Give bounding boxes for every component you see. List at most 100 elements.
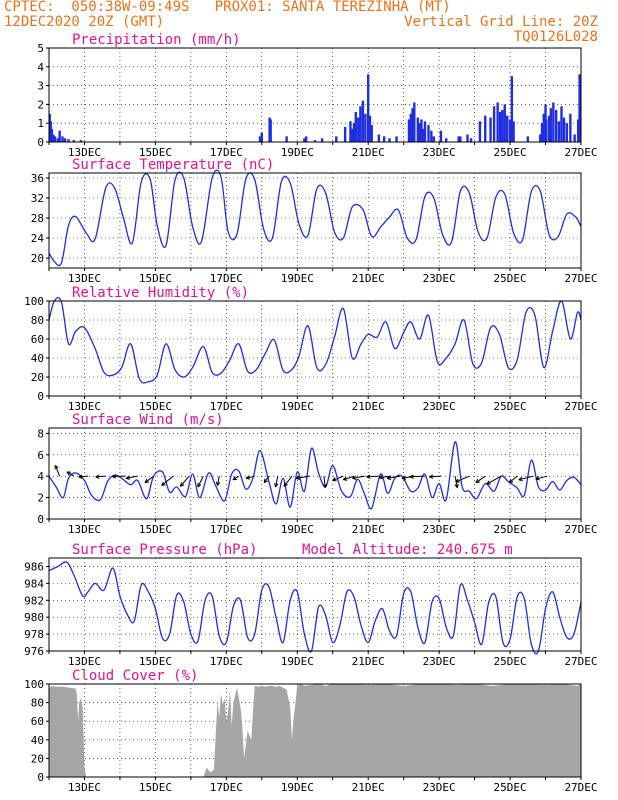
y-tick-label: 3 <box>37 80 44 93</box>
wind-arrow-head <box>283 484 288 487</box>
wind-arrow-head <box>217 482 221 486</box>
precipitation-bar <box>395 136 398 142</box>
panel-title: Surface Pressure (hPa) <box>72 542 257 558</box>
wind-arrow <box>54 465 61 477</box>
wind-arrow <box>232 475 240 481</box>
precipitation-bar <box>554 110 558 142</box>
x-tick-label: 15DEC <box>139 781 172 794</box>
wind-arrow-head <box>378 475 383 479</box>
y-tick-label: 8 <box>37 427 44 440</box>
wind-arrow-head <box>409 474 414 478</box>
wind-arrow <box>332 475 344 482</box>
y-tick-label: 978 <box>24 628 44 641</box>
x-tick-label: 19DEC <box>281 146 314 159</box>
wind-arrow <box>263 475 270 484</box>
precipitation-bar <box>542 113 545 142</box>
precipitation-bar <box>565 123 569 142</box>
wind-arrow-head <box>295 477 300 480</box>
y-tick-label: 6 <box>37 449 44 462</box>
wind-arrow-head <box>429 474 434 478</box>
y-tick-label: 0 <box>37 513 44 526</box>
panel-pressure: 976 978 980 982 984 986 13DEC 15DEC 17DEC 19DEC 21… <box>24 542 597 668</box>
wind-arrow-head <box>324 483 328 488</box>
y-tick-label: 100 <box>24 678 44 691</box>
wind-arrow-head <box>409 476 414 479</box>
x-tick-label: 21DEC <box>352 523 385 536</box>
panel-title: Surface Wind (m/s) <box>72 412 224 428</box>
wind-arrow <box>112 474 126 479</box>
x-tick-label: 19DEC <box>281 781 314 794</box>
precipitation-bar <box>478 121 482 142</box>
x-tick-label: 25DEC <box>494 781 527 794</box>
precipitation-bar <box>508 119 512 142</box>
precipitation-bar <box>506 115 509 142</box>
x-tick-label: 21DEC <box>352 400 385 413</box>
panel-humidity: 0 20 40 60 80 100 13DEC 15DEC 17DEC 19DEC 21DEC 23D… <box>24 285 597 413</box>
x-tick-label: 17DEC <box>210 655 243 668</box>
wind-arrow <box>295 475 310 480</box>
wind-arrow-shaft <box>518 475 534 481</box>
y-tick-label: 2 <box>37 98 44 111</box>
wind-arrow-shaft <box>283 475 293 487</box>
y-tick-label: 40 <box>31 734 44 747</box>
precipitation-bar <box>313 140 317 142</box>
wind-arrow <box>352 475 365 480</box>
wind-arrow-shaft <box>144 475 154 484</box>
series-line-wind <box>48 441 582 510</box>
wind-arrow-head <box>518 476 523 481</box>
wind-arrow-head <box>245 477 251 480</box>
wind-arrow <box>78 474 89 479</box>
precipitation-bar <box>547 115 551 142</box>
precipitation-bar <box>377 134 381 142</box>
wind-arrow <box>455 475 470 483</box>
wind-arrow-head <box>144 481 150 484</box>
wind-arrow <box>366 474 379 479</box>
wind-arrow-shaft <box>535 475 548 480</box>
precipitation-bar <box>364 113 367 142</box>
precipitation-bar <box>352 123 356 142</box>
wind-arrow-head <box>274 482 277 488</box>
precipitation-bar <box>349 121 352 142</box>
panel-frame <box>48 300 582 397</box>
wind-arrow <box>508 475 518 484</box>
precipitation-bar <box>560 106 563 142</box>
wind-arrow-head <box>332 477 336 481</box>
wind-arrow-shaft <box>486 475 502 485</box>
y-tick-label: 976 <box>24 645 44 658</box>
wind-arrow-head <box>322 484 326 488</box>
wind-arrow-shaft <box>180 475 190 487</box>
x-tick-label: 13DEC <box>68 146 101 159</box>
wind-arrow-head <box>245 475 250 479</box>
precipitation-bar <box>545 119 548 142</box>
precipitation-bar <box>320 138 324 142</box>
precipitation-bar <box>407 119 411 142</box>
wind-arrow-shaft <box>245 475 255 479</box>
wind-arrow-shaft <box>161 475 174 486</box>
wind-arrow-head <box>78 474 83 478</box>
y-tick-label: 4 <box>37 470 44 483</box>
precipitation-bar <box>343 126 347 142</box>
x-tick-label: 23DEC <box>423 400 456 413</box>
y-tick-label: 24 <box>31 232 45 245</box>
y-tick-label: 80 <box>31 697 44 710</box>
precipitation-bar <box>421 128 425 142</box>
wind-arrow <box>144 475 154 484</box>
panel-precipitation: 0 1 2 3 4 5 13DEC 15DEC 17DEC 19DEC 21DEC 23DEC 25DE… <box>37 32 597 159</box>
wind-arrow-shaft <box>126 475 138 479</box>
precipitation-bar <box>469 138 473 142</box>
x-tick-label: 27DEC <box>564 146 597 159</box>
precipitation-bar <box>552 102 555 142</box>
y-tick-label: 980 <box>24 611 44 624</box>
y-tick-label: 36 <box>31 172 44 185</box>
y-tick-label: 60 <box>31 333 44 346</box>
header-grid-note: Vertical Grid Line: 20Z <box>404 14 598 30</box>
wind-arrow-head <box>366 474 371 478</box>
wind-arrow-head <box>112 474 117 477</box>
wind-arrow <box>245 475 255 480</box>
precipitation-bar <box>409 113 412 142</box>
panel-title: Surface Temperature (nC) <box>72 157 274 173</box>
wind-arrow-head <box>125 475 130 479</box>
y-tick-label: 2 <box>37 492 44 505</box>
wind-arrow-head <box>456 483 459 488</box>
wind-arrow-head <box>295 475 300 479</box>
